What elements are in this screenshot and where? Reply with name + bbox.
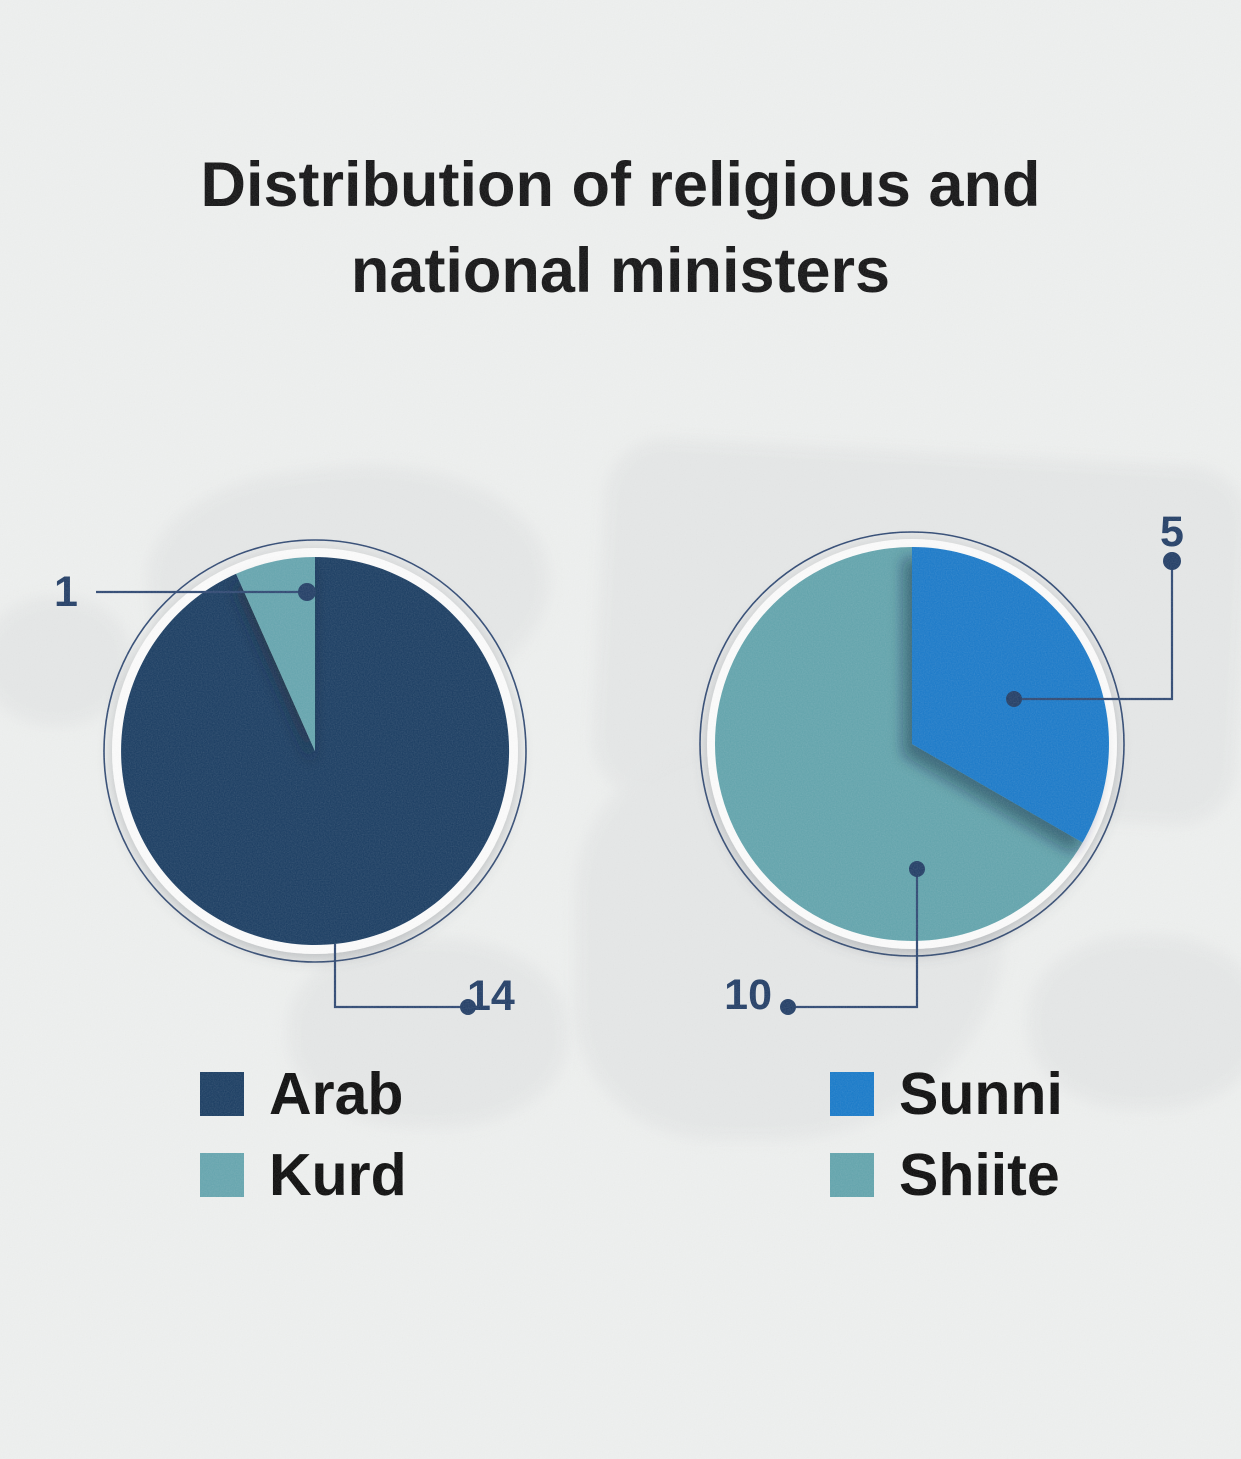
callout-label-arab: 14: [467, 972, 515, 1020]
callout-dot-shiite-out: [780, 999, 796, 1015]
legend-item-sunni: Sunni: [830, 1061, 1063, 1127]
callout-label-kurd: 1: [54, 568, 78, 616]
pie-religious: [699, 531, 1125, 957]
legend-label-sunni: Sunni: [899, 1061, 1063, 1127]
legend-religious: Sunni Shiite: [830, 1061, 1063, 1234]
legend-swatch-arab: [200, 1072, 244, 1116]
pie-national: [103, 539, 527, 963]
callout-label-shiite: 10: [724, 971, 772, 1019]
legend-item-arab: Arab: [200, 1061, 407, 1127]
legend-label-shiite: Shiite: [899, 1142, 1060, 1208]
page-title-line-1: Distribution of religious and: [200, 150, 1041, 220]
legend-label-kurd: Kurd: [269, 1142, 407, 1208]
page-title-line-2: national ministers: [350, 235, 891, 306]
callout-dot-kurd: [298, 583, 316, 601]
callout-dot-shiite-in: [909, 861, 925, 877]
pie-slice-arab: [121, 556, 510, 945]
callout-dot-sunni-in: [1006, 691, 1022, 707]
legend-item-kurd: Kurd: [200, 1142, 407, 1208]
legend-item-shiite: Shiite: [830, 1142, 1063, 1208]
legend-swatch-kurd: [200, 1153, 244, 1197]
leader-line-arab: [333, 944, 462, 1009]
legend-swatch-sunni: [830, 1072, 874, 1116]
legend-national: Arab Kurd: [200, 1061, 407, 1234]
page-title: Distribution of religious and national m…: [0, 143, 1241, 314]
legend-swatch-shiite: [830, 1153, 874, 1197]
legend-label-arab: Arab: [269, 1061, 404, 1127]
callout-label-sunni: 5: [1160, 508, 1184, 556]
